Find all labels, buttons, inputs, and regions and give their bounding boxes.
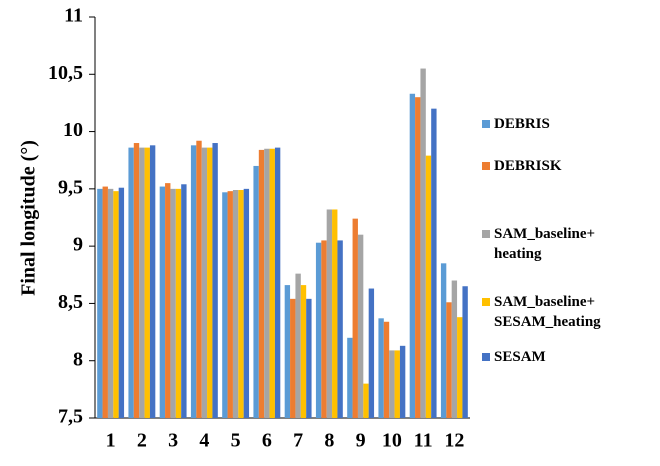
legend-label: SESAM bbox=[494, 349, 546, 365]
bar bbox=[128, 147, 134, 418]
bar bbox=[264, 148, 270, 418]
bar bbox=[212, 143, 218, 418]
bar bbox=[415, 97, 421, 418]
x-tick-label: 8 bbox=[324, 430, 334, 452]
y-tick-label: 11 bbox=[64, 5, 83, 27]
bar bbox=[326, 209, 333, 418]
legend-label: SAM_baseline+ SESAM_heating bbox=[494, 294, 601, 330]
x-tick-label: 7 bbox=[293, 430, 303, 452]
legend-swatch bbox=[482, 230, 490, 238]
bar bbox=[378, 318, 384, 418]
legend-item: DEBRIS bbox=[482, 114, 642, 134]
bar bbox=[300, 285, 307, 418]
legend-swatch bbox=[482, 120, 490, 128]
bar bbox=[113, 191, 119, 418]
bar bbox=[394, 350, 400, 418]
bar bbox=[181, 184, 187, 418]
bar bbox=[190, 145, 197, 418]
bar bbox=[144, 147, 150, 418]
bar bbox=[363, 383, 369, 418]
legend-item: SAM_baseline+ heating bbox=[482, 224, 642, 264]
legend-swatch bbox=[482, 353, 490, 361]
x-tick-label: 4 bbox=[199, 430, 209, 452]
bar bbox=[295, 273, 301, 418]
bar bbox=[409, 93, 416, 419]
bar bbox=[368, 288, 375, 418]
x-tick-label: 6 bbox=[262, 430, 272, 452]
y-tick-label: 10,5 bbox=[48, 62, 83, 84]
bar bbox=[457, 317, 463, 418]
bar bbox=[165, 183, 171, 418]
bar bbox=[175, 188, 182, 418]
bar bbox=[258, 149, 265, 418]
bar bbox=[389, 350, 395, 418]
y-tick-label: 8 bbox=[73, 348, 83, 370]
bar bbox=[290, 298, 296, 418]
bar bbox=[269, 148, 275, 418]
bar bbox=[227, 191, 233, 418]
bar bbox=[431, 108, 437, 419]
bar bbox=[332, 209, 338, 418]
bar bbox=[306, 298, 312, 418]
bar bbox=[196, 140, 202, 419]
legend-item: SAM_baseline+ SESAM_heating bbox=[482, 292, 642, 332]
legend-label: DEBRISK bbox=[494, 158, 562, 174]
bar bbox=[347, 337, 353, 418]
bar bbox=[352, 218, 358, 418]
y-tick-label: 10 bbox=[63, 119, 83, 141]
bar bbox=[133, 143, 140, 418]
bar bbox=[284, 285, 291, 418]
bar bbox=[274, 147, 281, 418]
bar bbox=[420, 68, 426, 419]
legend-item: DEBRISK bbox=[482, 156, 642, 176]
legend-swatch bbox=[482, 162, 490, 170]
legend-item: SESAM bbox=[482, 347, 642, 367]
x-tick-label: 9 bbox=[356, 430, 366, 452]
bar bbox=[243, 188, 250, 418]
bar bbox=[440, 263, 447, 418]
bar bbox=[97, 188, 103, 418]
bar bbox=[337, 240, 343, 418]
x-tick-label: 5 bbox=[231, 430, 241, 452]
x-tick-label: 2 bbox=[137, 430, 147, 452]
bar bbox=[253, 165, 259, 418]
bar bbox=[159, 186, 166, 418]
x-tick-label: 12 bbox=[444, 430, 464, 452]
bar bbox=[446, 302, 452, 418]
bar bbox=[139, 147, 145, 418]
bar bbox=[451, 280, 458, 418]
bar bbox=[222, 192, 228, 418]
bar bbox=[462, 286, 468, 418]
bar bbox=[321, 240, 327, 418]
bar bbox=[425, 155, 432, 419]
bar bbox=[201, 147, 208, 418]
bar bbox=[149, 145, 156, 418]
y-axis-label: Final longitude (°) bbox=[18, 140, 40, 296]
bar bbox=[102, 186, 108, 418]
x-tick-label: 11 bbox=[414, 430, 433, 452]
x-tick-label: 3 bbox=[168, 430, 178, 452]
bar bbox=[107, 188, 114, 418]
bar bbox=[238, 190, 244, 418]
x-tick-label: 10 bbox=[382, 430, 402, 452]
y-tick-label: 7,5 bbox=[58, 406, 83, 428]
legend-label: DEBRIS bbox=[494, 116, 550, 132]
bar bbox=[383, 321, 390, 418]
legend-label: SAM_baseline+ heating bbox=[494, 226, 596, 262]
bar bbox=[207, 147, 213, 418]
bar bbox=[170, 188, 176, 418]
y-tick-label: 9 bbox=[73, 234, 83, 256]
bar bbox=[315, 242, 322, 418]
bar bbox=[118, 187, 125, 418]
legend-swatch bbox=[482, 298, 490, 306]
y-tick-label: 8,5 bbox=[58, 291, 83, 313]
x-tick-label: 1 bbox=[106, 430, 116, 452]
bar bbox=[357, 234, 364, 418]
bar bbox=[232, 190, 239, 418]
bar bbox=[399, 345, 406, 418]
y-tick-label: 9,5 bbox=[58, 176, 83, 198]
